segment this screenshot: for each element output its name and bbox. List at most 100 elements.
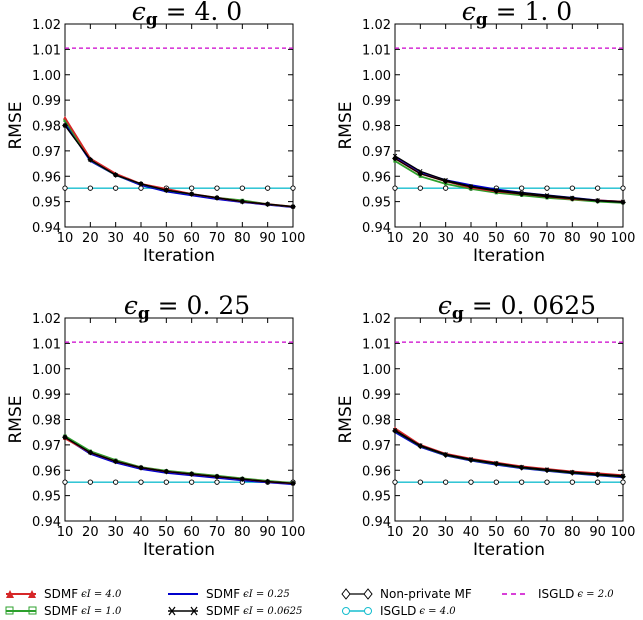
point-isgld4 [595, 479, 601, 485]
x-tick-label: 40 [133, 231, 150, 246]
legend-swatch-isgld4 [342, 607, 372, 615]
x-tick-label: 60 [183, 525, 200, 540]
x-tick-label: 30 [107, 231, 124, 246]
point-eps00625 [113, 459, 118, 464]
legend-math: ϵI = 4.0 [81, 588, 122, 600]
x-tick-label: 100 [611, 525, 636, 540]
series-line-eps1 [394, 160, 624, 204]
x-axis-label: Iteration [473, 246, 545, 266]
x-tick-label: 80 [234, 525, 251, 540]
x-axis-label: Iteration [143, 246, 215, 266]
legend-label: ISGLD [538, 587, 575, 601]
point-isgld4 [87, 185, 93, 191]
point-isgld4 [417, 479, 423, 485]
series-line-eps00625 [64, 125, 294, 208]
x-tick-label: 20 [82, 231, 99, 246]
point-isgld4 [620, 479, 626, 485]
point-eps00625 [570, 195, 575, 200]
y-tick-label: 0.96 [362, 170, 391, 185]
point-isgld4 [189, 185, 195, 191]
point-isgld4 [443, 479, 449, 485]
y-tick-label: 0.94 [362, 515, 391, 530]
point-eps00625 [138, 181, 144, 187]
point-isgld4 [214, 479, 220, 485]
x-tick-label: 10 [57, 525, 74, 540]
series-line-eps00625 [394, 155, 624, 203]
series-line-eps025 [64, 437, 294, 486]
legend-swatch-eps4 [6, 590, 36, 598]
x-tick-label: 100 [611, 231, 636, 246]
x-tick-label: 90 [259, 231, 276, 246]
point-eps00625 [494, 188, 499, 193]
series-line-eps00625 [64, 436, 294, 485]
y-axis-label: RMSE [336, 395, 356, 443]
point-eps00625 [138, 465, 144, 470]
legend-label: SDMF [206, 604, 241, 618]
x-tick-label: 100 [281, 525, 306, 540]
point-isgld4 [544, 479, 550, 485]
y-tick-label: 1.00 [32, 363, 61, 378]
y-tick-label: 0.99 [32, 94, 61, 109]
point-eps00625 [620, 473, 626, 478]
x-tick-label: 20 [412, 525, 429, 540]
legend-label: Non-private MF [380, 587, 472, 601]
x-tick-label: 70 [539, 525, 556, 540]
y-tick-label: 0.98 [362, 120, 391, 135]
y-tick-label: 0.98 [32, 120, 61, 135]
x-tick-label: 40 [133, 525, 150, 540]
point-isgld4 [569, 479, 575, 485]
x-tick-label: 80 [234, 231, 251, 246]
chart-title: ϵg = 0. 25 [124, 291, 250, 324]
point-isgld4 [569, 185, 575, 191]
point-eps00625 [265, 202, 270, 207]
point-eps00625 [164, 188, 169, 193]
x-tick-label: 50 [488, 525, 505, 540]
x-tick-label: 50 [488, 231, 505, 246]
point-isgld4 [519, 479, 525, 485]
y-axis-label: RMSE [6, 395, 26, 443]
point-eps00625 [392, 153, 398, 159]
y-tick-label: 0.96 [32, 170, 61, 185]
point-eps00625 [620, 199, 626, 204]
point-eps00625 [595, 198, 600, 203]
legend-item-eps4: SDMF ϵI = 4.0 [4, 587, 121, 601]
x-axis-label: Iteration [473, 540, 545, 560]
x-tick-label: 30 [107, 525, 124, 540]
point-eps00625 [62, 435, 68, 440]
point-eps00625 [443, 452, 448, 457]
point-eps00625 [519, 190, 524, 195]
y-tick-label: 1.00 [362, 69, 391, 84]
x-tick-label: 70 [539, 231, 556, 246]
chart-panel-3: ϵg = 0. 0625 0.94 0.95 0.96 0.97 0.98 0.99 1.00… [336, 291, 635, 560]
x-tick-label: 10 [387, 231, 404, 246]
point-isgld4 [468, 479, 474, 485]
point-isgld4 [392, 185, 398, 191]
legend-swatch-isgld2 [502, 593, 528, 595]
y-tick-label: 0.95 [362, 490, 391, 505]
point-eps00625 [214, 474, 220, 479]
chart-panel-2: ϵg = 0. 25 0.94 0.95 0.96 0.97 0.98 0.99 1.00 1.… [6, 291, 305, 560]
x-tick-label: 10 [387, 525, 404, 540]
series-line-nonprivate [394, 157, 624, 204]
y-tick-label: 0.95 [32, 196, 61, 211]
point-eps00625 [290, 481, 296, 486]
plot-frame [394, 317, 624, 522]
point-eps00625 [240, 476, 245, 482]
point-isgld4 [62, 185, 68, 191]
x-tick-label: 10 [57, 231, 74, 246]
y-tick-label: 0.97 [362, 145, 391, 160]
legend-label: SDMF [206, 587, 241, 601]
point-eps00625 [544, 467, 550, 472]
point-eps00625 [392, 428, 398, 433]
point-eps4 [63, 115, 67, 120]
chart-grid: ϵg = 4. 0 0.94 0.95 0.96 0.97 0.98 0.99 1.00 1.0… [6, 0, 636, 560]
y-tick-label: 0.96 [32, 464, 61, 479]
y-tick-label: 0.96 [362, 464, 391, 479]
x-tick-label: 50 [158, 231, 175, 246]
y-tick-label: 1.00 [362, 363, 391, 378]
point-eps00625 [113, 172, 118, 178]
point-isgld4 [417, 185, 423, 191]
y-axis-label: RMSE [6, 101, 26, 149]
point-isgld4 [620, 185, 626, 191]
y-tick-label: 0.95 [362, 196, 391, 211]
